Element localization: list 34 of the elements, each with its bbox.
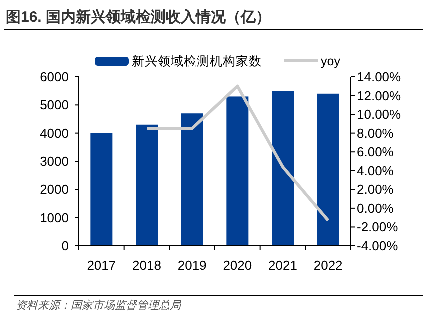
- x-tick-label: 2018: [132, 258, 162, 273]
- y2-tick-label: 6.00%: [357, 144, 394, 160]
- x-tick-label: 2020: [223, 258, 252, 273]
- y2-tick-label: 8.00%: [357, 126, 394, 141]
- x-tick-label: 2017: [87, 258, 116, 273]
- y-tick-label: 3000: [40, 154, 69, 169]
- y-tick-label: 0: [62, 238, 69, 254]
- bar: [272, 91, 294, 246]
- bar: [181, 114, 204, 246]
- y2-tick-label: 4.00%: [357, 163, 394, 178]
- chart-title: 图16. 国内新兴领域检测收入情况（亿）: [6, 8, 272, 26]
- bar: [136, 124, 158, 246]
- text: 资料来源：国家市场监督管理总局: [16, 299, 182, 312]
- y2-tick-label: 0.00%: [357, 200, 394, 216]
- x-tick-label: 2019: [178, 258, 207, 273]
- y2-tick-label: 10.00%: [357, 107, 402, 122]
- legend-label: 新兴领域检测机构家数: [132, 54, 262, 68]
- y-tick-label: 1000: [40, 210, 69, 226]
- x-tick-label: 2022: [314, 258, 343, 273]
- bar: [317, 94, 340, 246]
- line-series: [146, 84, 330, 222]
- y2-tick-label: -2.00%: [357, 220, 399, 235]
- y2-tick-label: 12.00%: [357, 88, 402, 104]
- x-tick-label: 2021: [268, 258, 298, 273]
- y-tick-label: 6000: [40, 70, 69, 84]
- y2-tick-label: 14.00%: [357, 70, 402, 84]
- legend-label: yoy: [321, 54, 342, 68]
- y-tick-label: 4000: [40, 126, 69, 141]
- bar: [90, 133, 113, 246]
- bar: [226, 96, 249, 246]
- y-tick-label: 2000: [40, 182, 69, 198]
- y2-tick-label: -4.00%: [357, 238, 399, 254]
- y2-tick-label: 2.00%: [357, 182, 394, 198]
- y-tick-label: 5000: [40, 98, 69, 113]
